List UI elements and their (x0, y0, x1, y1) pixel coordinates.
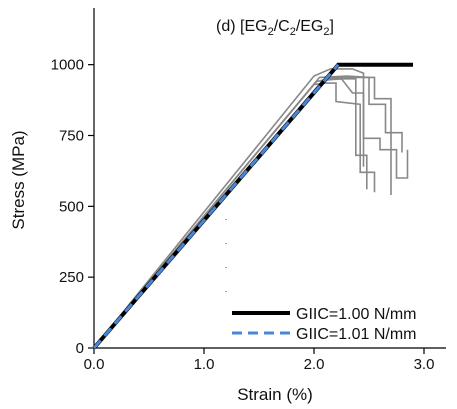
y-tick-label: 500 (59, 198, 84, 215)
experimental-curve (93, 76, 392, 349)
chart-title: (d) [EG2/C2/EG2] (216, 18, 334, 38)
experimental-curve (93, 82, 376, 349)
y-axis-label: Stress (MPa) (9, 130, 28, 229)
x-tick-label: 2.0 (304, 356, 325, 373)
model-series (92, 62, 413, 350)
legend-label: GIIC=1.01 N/mm (296, 326, 416, 343)
axes: 0.0 1.0 2.0 3.0 0 250 500 750 1000 (51, 8, 446, 373)
y-tick-label: 750 (59, 128, 84, 145)
series-line (92, 63, 340, 349)
experimental-curve (93, 68, 409, 349)
x-tick-label: 1.0 (194, 356, 215, 373)
y-tick-label: 0 (76, 340, 84, 357)
series-line (92, 62, 413, 350)
legend: GIIC=1.00 N/mm GIIC=1.01 N/mm (232, 306, 416, 343)
y-tick-label: 250 (59, 269, 84, 286)
legend-label: GIIC=1.00 N/mm (296, 306, 416, 323)
x-tick-label: 3.0 (414, 356, 435, 373)
x-axis-label: Strain (%) (237, 385, 313, 404)
y-tick-label: 1000 (51, 57, 84, 74)
x-tick-label: 0.0 (84, 356, 105, 373)
